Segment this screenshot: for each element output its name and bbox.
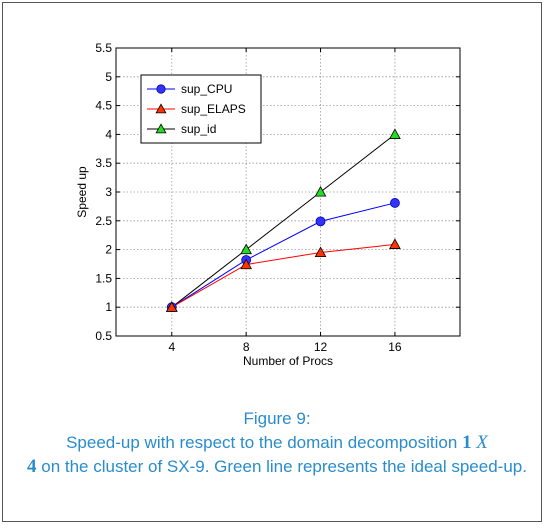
y-tick-label: 3 [105, 185, 112, 199]
x-tick-label: 12 [314, 340, 328, 354]
legend-label-sup_ELAPS: sup_ELAPS [181, 102, 246, 116]
x-tick-label: 16 [388, 340, 402, 354]
x-tick-label: 4 [168, 340, 175, 354]
legend-marker-sup_CPU [156, 84, 166, 94]
y-tick-label: 0.5 [95, 329, 112, 343]
y-tick-label: 4.5 [95, 99, 112, 113]
y-tick-label: 3.5 [95, 156, 112, 170]
data-point-sup_id [240, 243, 253, 255]
y-tick-label: 1.5 [95, 271, 112, 285]
caption-body: Speed-up with respect to the domain deco… [23, 431, 531, 479]
data-point-sup_CPU [315, 216, 326, 227]
series-line-sup_CPU [171, 202, 396, 308]
figure-caption: Figure 9: Speed-up with respect to the d… [23, 407, 531, 479]
y-tick-label: 4 [105, 127, 112, 141]
caption-number-one: 1 [462, 432, 472, 453]
caption-text-start: Speed-up with respect to the domain deco… [66, 433, 463, 452]
speedup-chart: 0.5 1 1.5 2 2.5 3 3.5 4 4.5 5 5.5 4 8 12 16 Number of P… [75, 41, 461, 368]
data-point-sup_ELAPS [314, 246, 327, 258]
caption-number-four: 4 [27, 456, 37, 477]
figure-label: Figure 9: [243, 409, 311, 428]
x-axis-label: Number of Procs [243, 354, 333, 368]
data-point-sup_ELAPS [240, 258, 253, 270]
data-point-sup_ELAPS [165, 301, 178, 312]
series-line-sup_ELAPS [171, 243, 395, 308]
y-axis-label: Speed up [75, 166, 89, 218]
legend-marker-sup_ELAPS [155, 103, 167, 114]
series-line-sup_id [171, 134, 396, 308]
caption-x-symbol: X [476, 432, 488, 453]
caption-text-end: on the cluster of SX-9. Green line repre… [36, 457, 527, 476]
data-point-sup_CPU [390, 198, 400, 208]
legend-label-sup_CPU: sup_CPU [181, 82, 232, 96]
y-tick-label: 1 [105, 300, 112, 314]
y-tick-label: 2 [105, 243, 112, 257]
y-tick-label: 5.5 [95, 41, 112, 55]
y-tick-label: 5 [105, 70, 112, 84]
legend-marker-sup_id [155, 123, 167, 134]
y-tick-label: 2.5 [95, 214, 112, 228]
data-point-sup_id [314, 186, 327, 197]
figure-frame: 0.5 1 1.5 2 2.5 3 3.5 4 4.5 5 5.5 4 8 12 16 Number of P… [2, 2, 542, 522]
data-point-sup_id [389, 128, 401, 139]
data-point-sup_ELAPS [389, 238, 401, 249]
x-tick-label: 8 [243, 340, 250, 354]
legend-label-sup_id: sup_id [181, 122, 216, 136]
